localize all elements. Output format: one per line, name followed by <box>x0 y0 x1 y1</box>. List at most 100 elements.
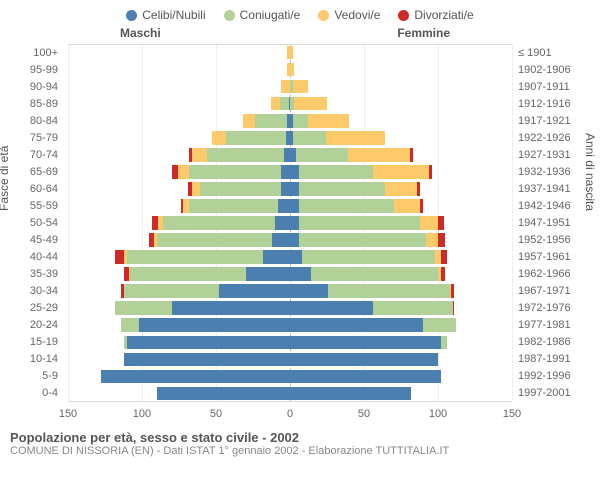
bar-segment <box>420 199 423 213</box>
female-bar <box>290 267 512 281</box>
legend-label: Celibi/Nubili <box>142 8 205 22</box>
bar-segment <box>101 370 290 384</box>
bar-segment <box>255 114 288 128</box>
birth-label: ≤ 1901 <box>512 47 592 59</box>
bar-segment <box>121 318 139 332</box>
female-half <box>290 95 512 112</box>
bar-segment <box>308 114 349 128</box>
female-bar <box>290 318 512 332</box>
x-axis: 15010050050100150 <box>68 404 512 424</box>
pyramid-row: 95-991902-1906 <box>68 61 512 78</box>
bar-segment <box>373 301 453 315</box>
age-label: 10-14 <box>18 353 64 365</box>
male-half <box>68 146 290 163</box>
female-half <box>290 61 512 78</box>
age-label: 15-19 <box>18 336 64 348</box>
male-half <box>68 95 290 112</box>
birth-label: 1912-1916 <box>512 98 592 110</box>
male-half <box>68 78 290 95</box>
bar-segment <box>200 182 281 196</box>
bar-segment <box>328 284 449 298</box>
pyramid-row: 25-291972-1976 <box>68 300 512 317</box>
birth-label: 1997-2001 <box>512 387 592 399</box>
bar-segment <box>290 353 438 367</box>
bar-segment <box>192 148 207 162</box>
pyramid-row: 100+≤ 1901 <box>68 44 512 61</box>
bar-segment <box>290 165 299 179</box>
male-half <box>68 180 290 197</box>
bar-segment <box>212 131 227 145</box>
female-bar <box>290 97 512 111</box>
bar-segment <box>207 148 284 162</box>
pyramid-row: 75-791922-1926 <box>68 129 512 146</box>
male-half <box>68 214 290 231</box>
bar-segment <box>281 165 290 179</box>
x-tick: 150 <box>503 408 521 420</box>
female-bar <box>290 301 512 315</box>
legend-item: Vedovi/e <box>318 8 380 22</box>
male-bar <box>68 97 290 111</box>
male-bar <box>68 114 290 128</box>
pyramid-row: 50-541947-1951 <box>68 214 512 231</box>
age-label: 75-79 <box>18 132 64 144</box>
male-bar <box>68 370 290 384</box>
bar-segment <box>293 80 308 94</box>
female-half <box>290 249 512 266</box>
legend-label: Vedovi/e <box>334 8 380 22</box>
pyramid-row: 80-841917-1921 <box>68 112 512 129</box>
bar-segment <box>281 182 290 196</box>
legend-item: Celibi/Nubili <box>126 8 205 22</box>
x-tick: 50 <box>210 408 222 420</box>
bar-segment <box>290 301 373 315</box>
male-half <box>68 300 290 317</box>
female-bar <box>290 148 512 162</box>
bar-segment <box>385 182 418 196</box>
male-half <box>68 44 290 61</box>
legend-label: Divorziati/e <box>414 8 473 22</box>
bar-segment <box>263 250 290 264</box>
gender-headers: Maschi Femmine <box>0 26 600 44</box>
male-half <box>68 266 290 283</box>
bar-segment <box>219 284 290 298</box>
birth-label: 1907-1911 <box>512 81 592 93</box>
male-half <box>68 317 290 334</box>
male-half <box>68 368 290 385</box>
bar-segment <box>163 216 275 230</box>
male-half <box>68 197 290 214</box>
female-half <box>290 44 512 61</box>
female-bar <box>290 114 512 128</box>
bar-segment <box>243 114 255 128</box>
pyramid-row: 20-241977-1981 <box>68 317 512 334</box>
female-half <box>290 163 512 180</box>
birth-label: 1957-1961 <box>512 251 592 263</box>
bar-segment <box>290 233 299 247</box>
female-half <box>290 197 512 214</box>
female-bar <box>290 216 512 230</box>
bar-segment <box>130 267 245 281</box>
pyramid-row: 85-891912-1916 <box>68 95 512 112</box>
rows: 100+≤ 190195-991902-190690-941907-191185… <box>68 44 512 402</box>
male-bar <box>68 267 290 281</box>
male-half <box>68 232 290 249</box>
age-label: 90-94 <box>18 81 64 93</box>
age-label: 5-9 <box>18 370 64 382</box>
caption: Popolazione per età, sesso e stato civil… <box>0 424 600 457</box>
female-bar <box>290 336 512 350</box>
bar-segment <box>278 199 290 213</box>
birth-label: 1922-1926 <box>512 132 592 144</box>
male-half <box>68 283 290 300</box>
bar-segment <box>290 63 294 77</box>
age-label: 50-54 <box>18 217 64 229</box>
female-bar <box>290 284 512 298</box>
female-header: Femmine <box>397 26 450 40</box>
legend-dot <box>126 10 137 21</box>
bar-segment <box>290 46 293 60</box>
female-half <box>290 351 512 368</box>
male-bar <box>68 284 290 298</box>
bar-segment <box>157 233 272 247</box>
male-bar <box>68 216 290 230</box>
pyramid-row: 70-741927-1931 <box>68 146 512 163</box>
age-label: 70-74 <box>18 149 64 161</box>
age-label: 45-49 <box>18 234 64 246</box>
male-half <box>68 351 290 368</box>
